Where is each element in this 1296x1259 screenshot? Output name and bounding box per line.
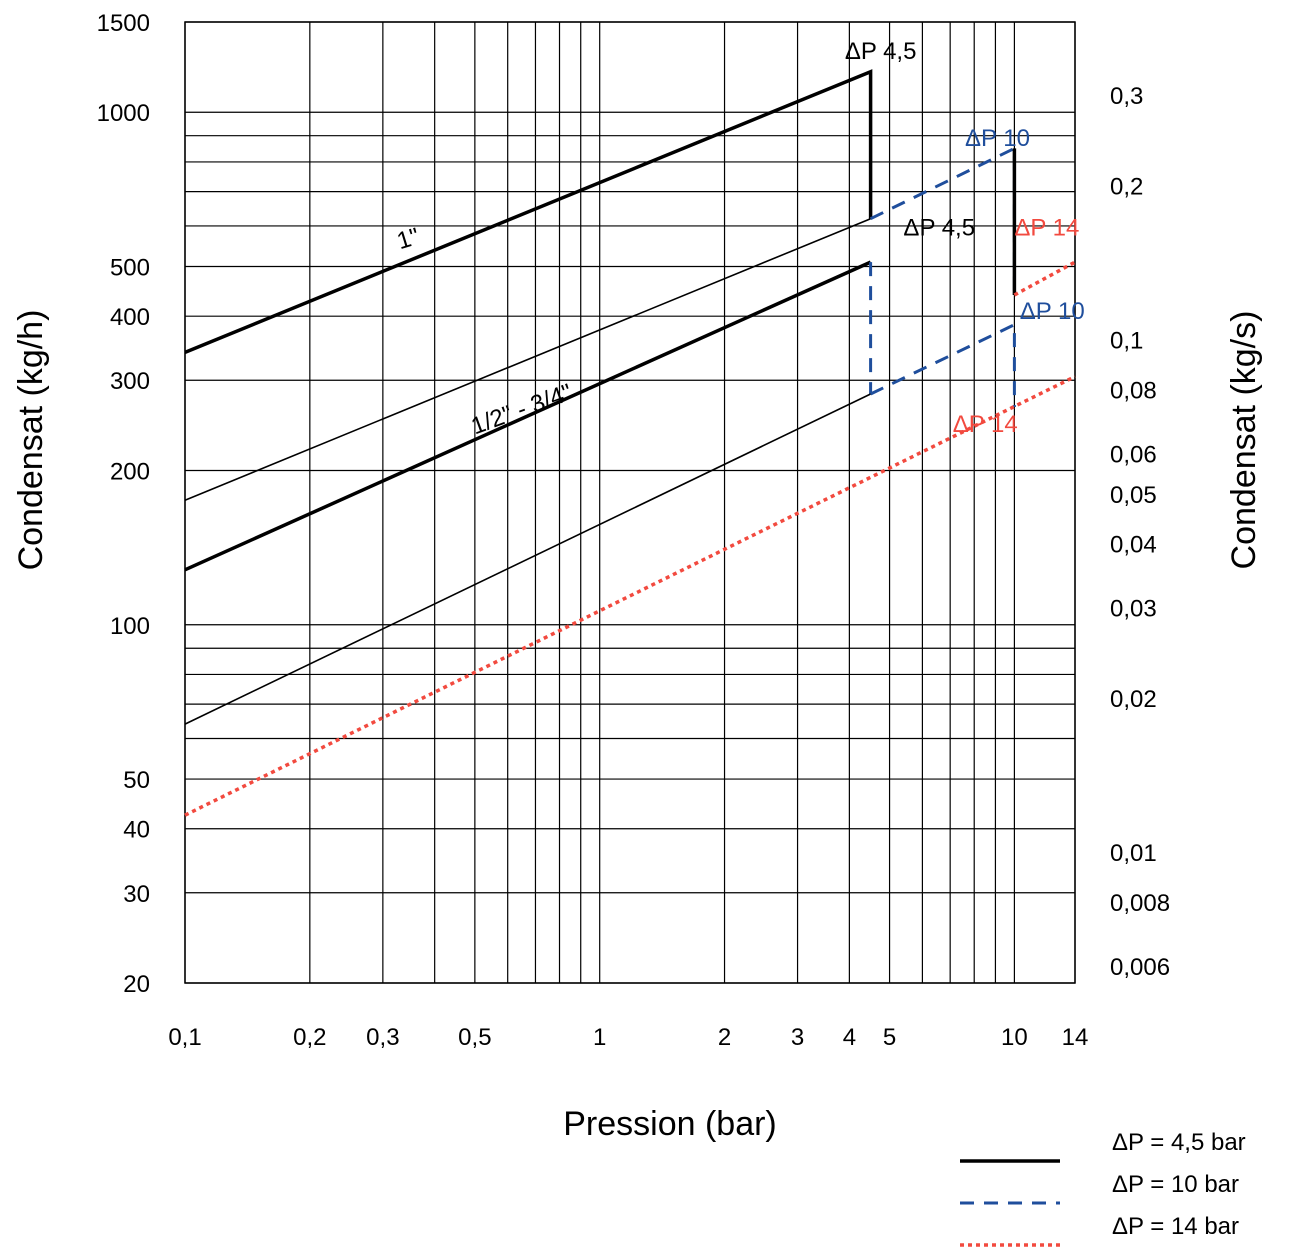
- legend-label: ΔP = 14 bar: [1112, 1213, 1239, 1240]
- right-axis-label: 0,05: [1110, 482, 1157, 509]
- right-axis-label: 0,02: [1110, 686, 1157, 713]
- series-line: [184, 217, 871, 501]
- curve-annotation: 1": [394, 223, 423, 255]
- right-axis-label: 0,03: [1110, 596, 1157, 623]
- series-line: [869, 145, 1016, 295]
- right-axis-label: 0,3: [1110, 83, 1143, 110]
- plot-frame: [184, 21, 1076, 984]
- x-tick-label: 0,5: [458, 1024, 491, 1051]
- series-line: [184, 393, 871, 725]
- x-tick-label: 0,3: [366, 1024, 399, 1051]
- right-axis-label: 0,08: [1110, 377, 1157, 404]
- curve-annotation: ΔP 10: [965, 125, 1030, 152]
- y-tick-label: 1000: [97, 100, 150, 127]
- y-axis-title-right: Condensat (kg/s): [1225, 311, 1263, 570]
- right-axis-label: 0,2: [1110, 173, 1143, 200]
- y-tick-label: 400: [110, 304, 150, 331]
- legend-label: ΔP = 10 bar: [1112, 1171, 1239, 1198]
- x-tick-label: 14: [1062, 1024, 1089, 1051]
- x-tick-label: 3: [791, 1024, 804, 1051]
- right-axis-label: 0,04: [1110, 532, 1157, 559]
- curve-annotation: ΔP 4,5: [845, 38, 917, 65]
- right-axis-label: 0,06: [1110, 441, 1157, 468]
- series-group: [184, 69, 1076, 817]
- y-tick-label: 40: [123, 817, 150, 844]
- grid: [184, 21, 1076, 984]
- x-tick-label: 4: [843, 1024, 856, 1051]
- y-axis-title: Condensat (kg/h): [12, 310, 50, 571]
- x-tick-label: 5: [883, 1024, 896, 1051]
- y-tick-label: 1500: [97, 10, 150, 37]
- series-line: [184, 69, 873, 355]
- x-tick-label: 0,1: [168, 1024, 201, 1051]
- series-line: [869, 322, 1016, 407]
- right-axis-label: 0,008: [1110, 890, 1170, 917]
- y-tick-label: 200: [110, 458, 150, 485]
- curve-annotation: ΔP 4,5: [903, 214, 975, 241]
- series-line: [1013, 260, 1076, 297]
- y-tick-label: 100: [110, 613, 150, 640]
- series-line: [184, 375, 1076, 817]
- legend-label: ΔP = 4,5 bar: [1112, 1129, 1246, 1156]
- y-tick-label: 30: [123, 881, 150, 908]
- right-axis-label: 0,01: [1110, 840, 1157, 867]
- legend: ΔP = 4,5 bar ΔP = 10 bar ΔP = 14 bar: [960, 1129, 1246, 1247]
- axes-group: Pression (bar) Condensat (kg/h) Condensa…: [12, 10, 1263, 1143]
- x-axis-title: Pression (bar): [563, 1105, 777, 1143]
- curve-annotation: ΔP 10: [1020, 298, 1085, 325]
- y-tick-label: 300: [110, 368, 150, 395]
- y-tick-label: 500: [110, 255, 150, 282]
- x-tick-label: 0,2: [293, 1024, 326, 1051]
- x-tick-label: 2: [718, 1024, 731, 1051]
- x-tick-label: 1: [593, 1024, 606, 1051]
- right-axis-label: 0,1: [1110, 328, 1143, 355]
- y-tick-label: 20: [123, 971, 150, 998]
- x-tick-label: 10: [1001, 1024, 1028, 1051]
- right-axis-label: 0,006: [1110, 954, 1170, 981]
- curve-annotation: ΔP 14: [1014, 214, 1079, 241]
- y-tick-label: 50: [123, 767, 150, 794]
- curve-annotation: ΔP 14: [953, 411, 1018, 438]
- series-line: [184, 260, 872, 572]
